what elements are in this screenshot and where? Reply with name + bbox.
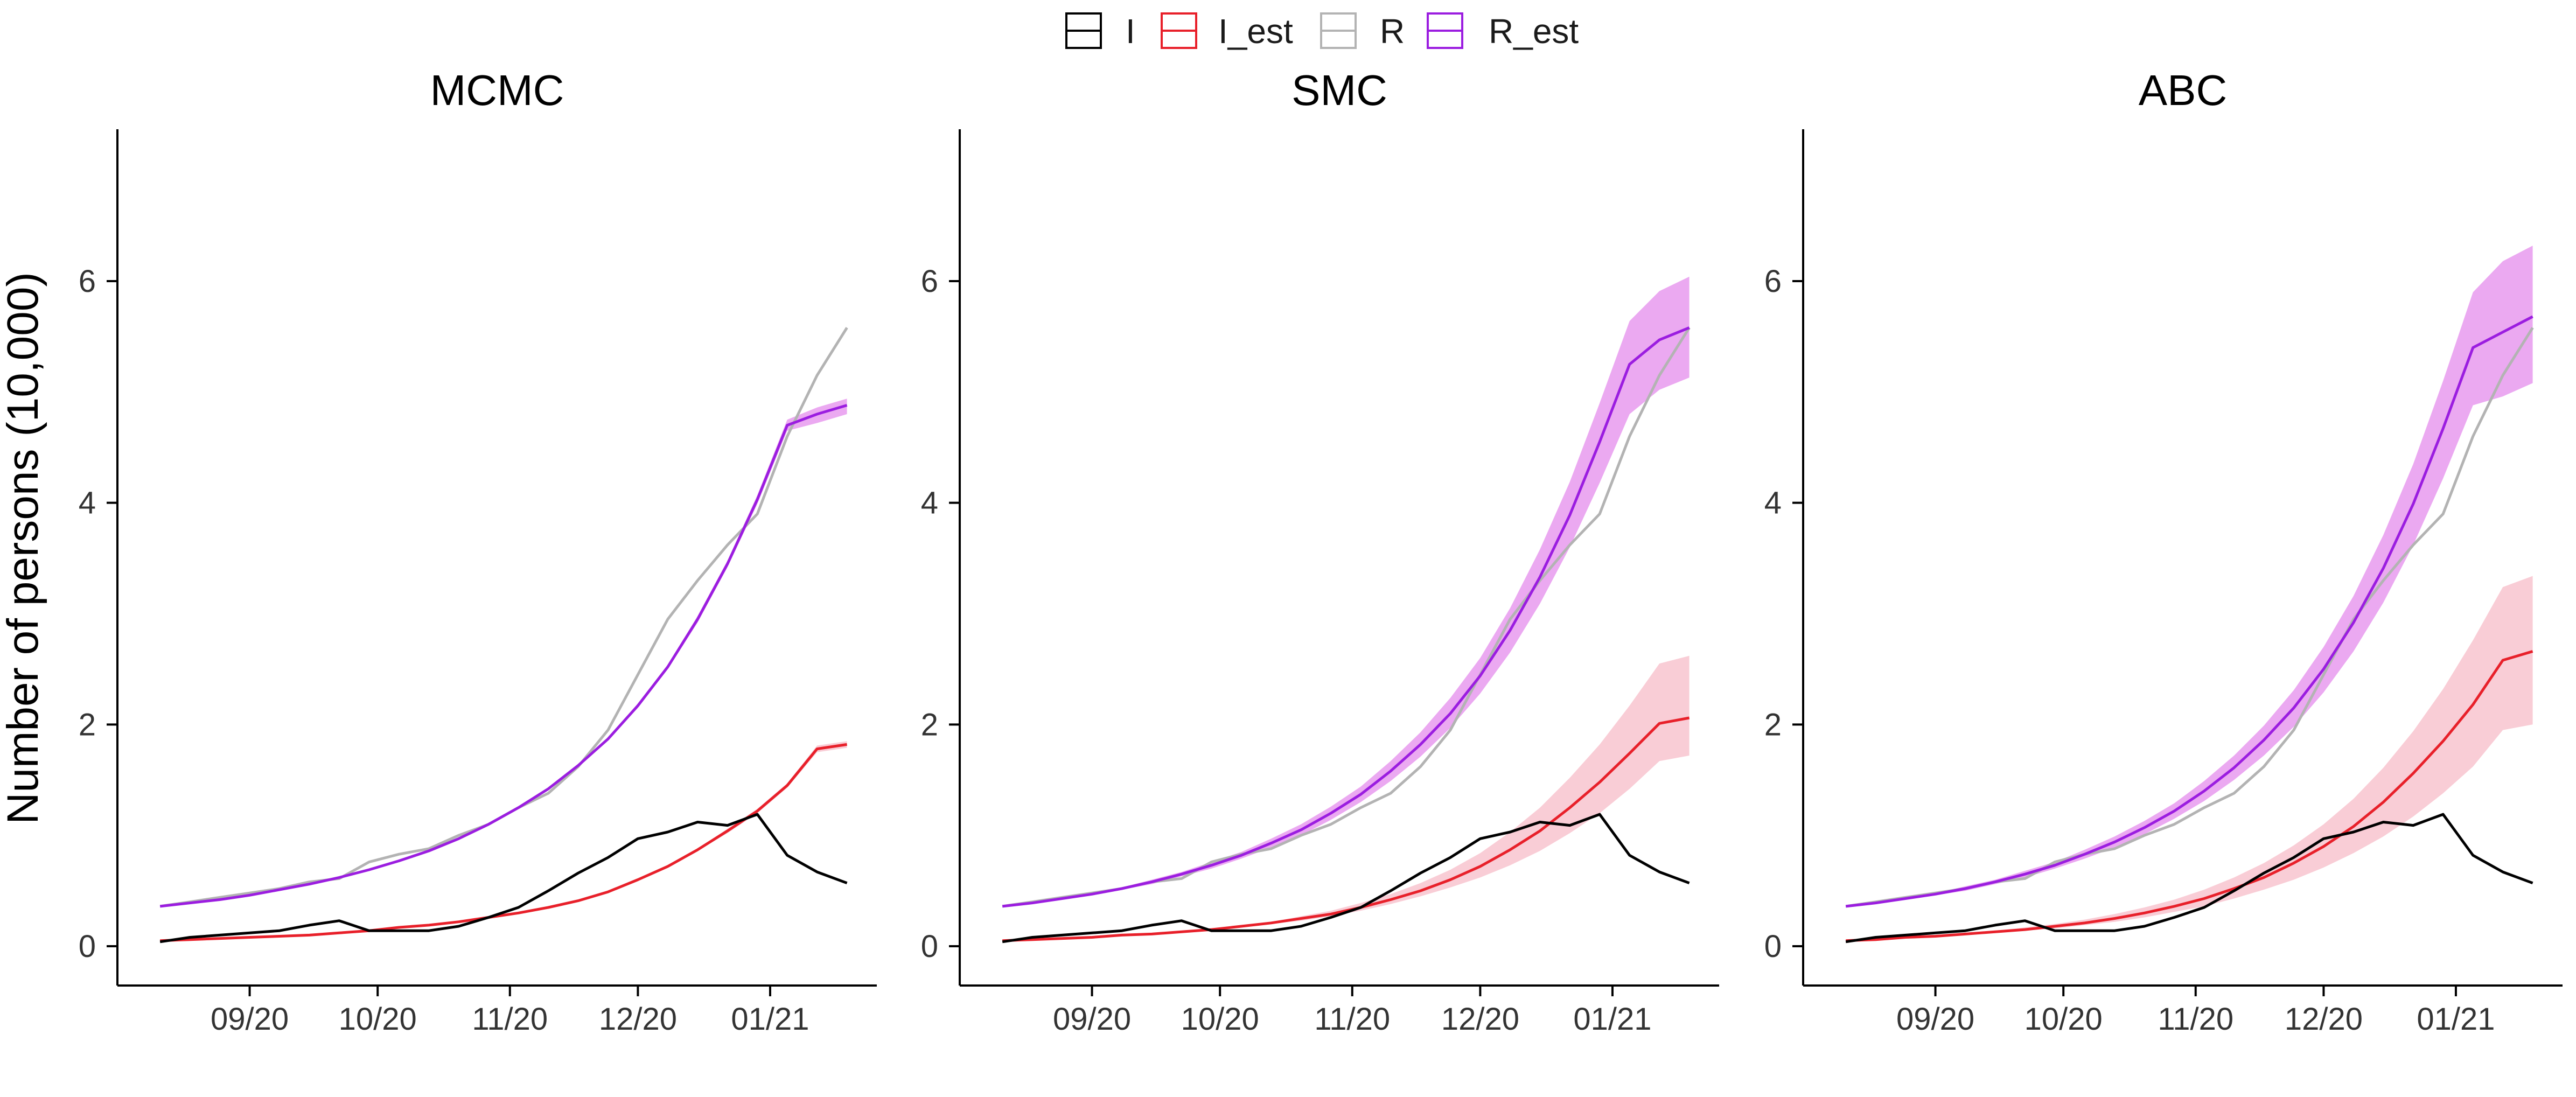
x-tick-label-smc: 09/20 — [1053, 1002, 1131, 1037]
x-tick-label-abc: 11/20 — [2158, 1002, 2233, 1037]
x-tick-label-smc: 10/20 — [1181, 1002, 1259, 1037]
i-est-line-abc — [1846, 650, 2533, 942]
x-tick-label-mcmc: 09/20 — [211, 1002, 289, 1037]
i-est-band-abc — [1846, 576, 2533, 941]
i-line-smc — [1002, 813, 1690, 944]
x-tick-label-mcmc: 11/20 — [472, 1002, 548, 1037]
r-est-line-smc — [1002, 326, 1690, 908]
i-est-line-mcmc — [160, 743, 847, 942]
y-tick-label-abc: 4 — [1764, 486, 1782, 521]
r-est-band-abc — [1846, 246, 2533, 906]
panel-title-smc: SMC — [1292, 66, 1387, 114]
x-tick-label-mcmc: 01/21 — [731, 1002, 809, 1037]
y-tick-label-smc: 2 — [921, 707, 938, 742]
panel-title-abc: ABC — [2139, 66, 2228, 114]
panel-abc: ABC 0 2 4 6 09/20 10/20 11/20 12/20 01/21 — [1764, 66, 2563, 1037]
legend-label-r: R — [1380, 12, 1405, 51]
x-tick-label-abc: 09/20 — [1896, 1002, 1974, 1037]
y-tick-label-mcmc: 6 — [79, 264, 96, 299]
panel-title-mcmc: MCMC — [430, 66, 564, 114]
x-tick-label-abc: 12/20 — [2285, 1002, 2363, 1037]
y-tick-label-smc: 0 — [921, 929, 938, 964]
legend-label-r-est: R_est — [1489, 12, 1579, 51]
i-est-band-smc — [1002, 655, 1690, 941]
r-est-line-abc — [1845, 315, 2533, 908]
x-tick-label-smc: 01/21 — [1573, 1002, 1651, 1037]
x-tick-label-smc: 12/20 — [1441, 1002, 1519, 1037]
legend-item-r-est: R_est — [1427, 12, 1579, 51]
y-tick-label-mcmc: 4 — [79, 486, 96, 521]
legend-label-i: I — [1126, 12, 1135, 51]
y-tick-label-smc: 6 — [921, 264, 938, 299]
legend-item-r: R — [1320, 12, 1405, 51]
x-tick-label-mcmc: 10/20 — [339, 1002, 417, 1037]
x-tick-label-smc: 11/20 — [1314, 1002, 1390, 1037]
i-est-line-smc — [1002, 716, 1690, 942]
x-tick-label-abc: 01/21 — [2417, 1002, 2495, 1037]
i-est-band-mcmc — [160, 741, 847, 941]
y-tick-label-abc: 6 — [1764, 264, 1782, 299]
panel-mcmc: MCMC 0 2 4 6 09/20 10/20 11/20 12/20 01/21 — [79, 66, 877, 1037]
y-tick-label-mcmc: 2 — [79, 707, 96, 742]
y-tick-label-smc: 4 — [921, 486, 938, 521]
x-tick-label-mcmc: 12/20 — [599, 1002, 677, 1037]
r-est-line-mcmc — [159, 404, 848, 908]
panel-smc: SMC 0 2 4 6 09/20 10/20 11/20 12/20 01/21 — [921, 66, 1719, 1037]
y-tick-label-abc: 0 — [1764, 929, 1782, 964]
legend-item-i-est: I_est — [1161, 12, 1293, 51]
legend: I I_est R R_est — [1065, 12, 1579, 51]
y-tick-label-abc: 2 — [1764, 707, 1782, 742]
legend-item-i: I — [1065, 12, 1135, 51]
y-axis-label: Number of persons (10,000) — [0, 272, 47, 825]
x-tick-label-abc: 10/20 — [2025, 1002, 2103, 1037]
legend-label-i-est: I_est — [1218, 12, 1293, 51]
i-line-mcmc — [159, 813, 848, 944]
i-line-abc — [1845, 813, 2533, 944]
r-est-band-mcmc — [160, 399, 847, 906]
y-tick-label-mcmc: 0 — [79, 929, 96, 964]
